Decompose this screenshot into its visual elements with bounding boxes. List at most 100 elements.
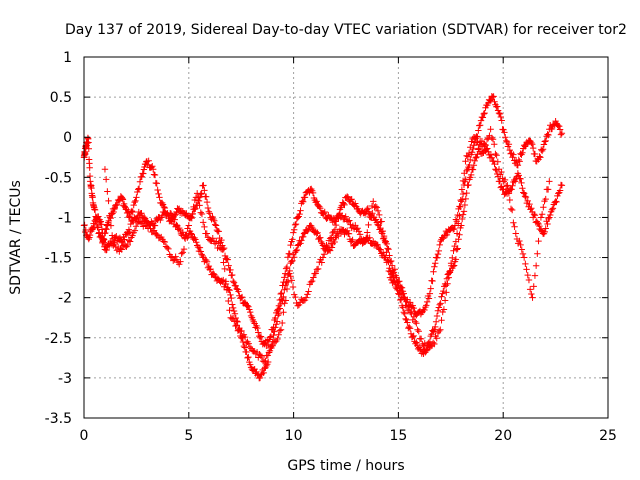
data-point bbox=[294, 214, 301, 221]
data-point bbox=[244, 302, 251, 309]
data-point bbox=[207, 265, 214, 273]
data-point bbox=[405, 323, 413, 331]
data-point bbox=[201, 223, 208, 231]
data-point bbox=[407, 309, 414, 316]
data-point bbox=[432, 323, 439, 331]
data-point bbox=[265, 349, 273, 356]
data-point bbox=[300, 230, 308, 237]
data-point bbox=[133, 194, 140, 201]
data-point bbox=[384, 256, 391, 264]
data-point bbox=[384, 245, 391, 252]
data-point bbox=[536, 225, 543, 233]
data-point bbox=[520, 254, 528, 261]
data-point bbox=[301, 194, 309, 201]
data-point bbox=[517, 241, 524, 249]
data-point bbox=[182, 235, 189, 242]
grid-lines bbox=[84, 57, 608, 418]
data-point bbox=[465, 181, 472, 189]
data-point bbox=[410, 332, 417, 340]
data-point bbox=[515, 172, 522, 179]
data-point bbox=[453, 230, 461, 237]
data-point bbox=[271, 328, 278, 335]
data-point bbox=[304, 291, 311, 298]
data-point bbox=[282, 282, 289, 289]
data-point bbox=[99, 229, 106, 237]
y-tick-label: -1 bbox=[58, 210, 72, 226]
data-point bbox=[172, 253, 179, 260]
data-point bbox=[132, 223, 140, 230]
data-point bbox=[314, 265, 322, 273]
data-point bbox=[343, 193, 351, 200]
data-point bbox=[547, 211, 554, 219]
data-point bbox=[132, 197, 139, 205]
data-point bbox=[98, 221, 105, 228]
data-point bbox=[540, 141, 548, 148]
data-point bbox=[321, 208, 328, 216]
data-point bbox=[285, 278, 292, 286]
data-point bbox=[212, 222, 220, 229]
data-point bbox=[379, 227, 387, 235]
data-point bbox=[299, 198, 306, 205]
data-point bbox=[274, 312, 282, 319]
x-tick-label: 10 bbox=[285, 428, 303, 444]
data-point bbox=[434, 250, 442, 258]
data-point bbox=[436, 301, 443, 308]
y-axis-label: SDTVAR / TECUs bbox=[8, 180, 24, 295]
y-tick-label: -2.5 bbox=[45, 331, 72, 347]
data-point bbox=[486, 97, 494, 104]
data-point bbox=[488, 154, 496, 161]
data-point bbox=[361, 210, 369, 217]
data-point bbox=[220, 276, 227, 284]
data-point bbox=[451, 242, 458, 250]
data-point bbox=[498, 117, 505, 124]
data-point bbox=[434, 307, 442, 314]
data-point bbox=[509, 154, 516, 161]
data-point bbox=[524, 271, 531, 279]
data-point bbox=[230, 279, 238, 286]
data-point bbox=[338, 212, 346, 219]
data-point bbox=[517, 175, 524, 183]
data-point bbox=[501, 129, 508, 136]
data-point bbox=[153, 180, 160, 187]
data-point bbox=[103, 246, 110, 254]
data-point bbox=[189, 210, 196, 218]
data-point bbox=[126, 238, 134, 245]
data-point bbox=[474, 139, 481, 146]
data-point bbox=[354, 225, 361, 232]
data-point bbox=[433, 335, 440, 342]
data-point bbox=[193, 239, 200, 246]
data-point bbox=[317, 238, 325, 246]
data-point bbox=[489, 93, 496, 101]
data-point bbox=[438, 293, 445, 300]
data-point bbox=[289, 257, 296, 264]
data-point bbox=[399, 294, 407, 301]
data-point bbox=[195, 194, 202, 201]
data-point bbox=[281, 300, 288, 307]
data-point bbox=[388, 257, 395, 265]
data-point bbox=[495, 109, 503, 117]
data-point bbox=[227, 291, 234, 299]
data-point bbox=[146, 221, 153, 229]
data-point bbox=[245, 303, 252, 310]
data-point bbox=[153, 231, 160, 238]
data-point bbox=[245, 353, 252, 361]
data-point bbox=[231, 318, 238, 325]
data-point bbox=[538, 211, 546, 218]
data-point bbox=[331, 226, 339, 233]
data-point bbox=[129, 232, 136, 239]
data-point bbox=[539, 146, 547, 153]
data-point bbox=[246, 361, 254, 368]
data-point bbox=[511, 178, 519, 185]
data-point bbox=[229, 314, 237, 322]
data-point bbox=[403, 302, 410, 309]
data-point bbox=[296, 210, 303, 218]
data-point bbox=[230, 307, 238, 315]
data-point bbox=[372, 203, 379, 210]
data-point bbox=[367, 212, 375, 219]
data-point bbox=[229, 304, 237, 312]
data-point bbox=[219, 246, 226, 253]
data-point bbox=[190, 203, 197, 211]
data-point bbox=[81, 151, 89, 158]
data-point bbox=[391, 266, 399, 273]
data-point bbox=[462, 195, 469, 203]
